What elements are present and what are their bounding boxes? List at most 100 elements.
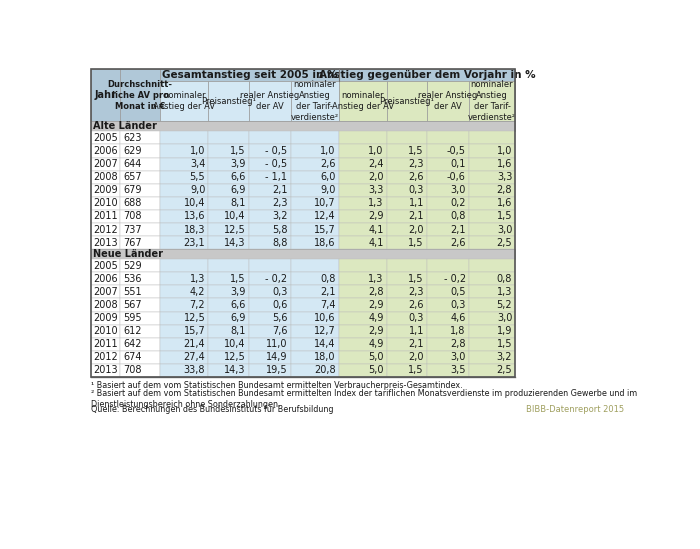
Bar: [427, 236, 469, 249]
Bar: [469, 324, 515, 338]
Text: 1,5: 1,5: [230, 146, 246, 156]
Bar: [209, 311, 248, 324]
Bar: [427, 144, 469, 158]
Text: 2,9: 2,9: [368, 211, 384, 221]
Text: 0,3: 0,3: [409, 185, 424, 195]
Bar: [290, 81, 339, 121]
Text: 1,3: 1,3: [190, 274, 205, 284]
Text: 2,9: 2,9: [368, 326, 384, 336]
Bar: [386, 299, 427, 311]
Text: 536: 536: [123, 274, 141, 284]
Bar: [339, 364, 386, 377]
Bar: [248, 81, 290, 121]
Bar: [248, 131, 290, 144]
Text: 1,3: 1,3: [368, 274, 384, 284]
Text: 12,5: 12,5: [183, 313, 205, 323]
Bar: [339, 351, 386, 364]
Text: 629: 629: [123, 146, 141, 156]
Text: 2,3: 2,3: [408, 287, 424, 297]
Bar: [160, 351, 209, 364]
Text: 11,0: 11,0: [266, 339, 288, 349]
Bar: [469, 259, 515, 272]
Bar: [90, 184, 120, 197]
Bar: [248, 158, 290, 171]
Text: 3,0: 3,0: [497, 225, 512, 234]
Text: 10,6: 10,6: [314, 313, 335, 323]
Bar: [469, 236, 515, 249]
Text: 1,6: 1,6: [497, 198, 512, 208]
Text: 21,4: 21,4: [183, 339, 205, 349]
Bar: [290, 144, 339, 158]
Text: 595: 595: [123, 313, 142, 323]
Text: 551: 551: [123, 287, 142, 297]
Bar: [209, 223, 248, 236]
Bar: [209, 259, 248, 272]
Bar: [248, 338, 290, 351]
Bar: [386, 81, 427, 121]
Bar: [469, 144, 515, 158]
Text: 18,6: 18,6: [314, 238, 335, 248]
Bar: [339, 338, 386, 351]
Bar: [339, 184, 386, 197]
Bar: [386, 259, 427, 272]
Bar: [248, 144, 290, 158]
Text: Preisanstieg¹: Preisanstieg¹: [379, 97, 434, 106]
Bar: [90, 131, 120, 144]
Bar: [120, 338, 160, 351]
Text: 6,0: 6,0: [320, 172, 335, 182]
Text: 2,6: 2,6: [320, 159, 335, 169]
Text: 2,3: 2,3: [272, 198, 288, 208]
Bar: [386, 236, 427, 249]
Text: 2,0: 2,0: [408, 225, 424, 234]
Text: 2,5: 2,5: [496, 366, 512, 376]
Text: 3,2: 3,2: [497, 352, 512, 362]
Text: 0,1: 0,1: [450, 159, 466, 169]
Text: 0,3: 0,3: [272, 287, 288, 297]
Text: BIBB-Datenreport 2015: BIBB-Datenreport 2015: [526, 405, 624, 414]
Bar: [160, 184, 209, 197]
Text: 12,4: 12,4: [314, 211, 335, 221]
Bar: [209, 364, 248, 377]
Bar: [339, 311, 386, 324]
Bar: [339, 171, 386, 184]
Text: 2,0: 2,0: [408, 352, 424, 362]
Text: 3,3: 3,3: [368, 185, 384, 195]
Bar: [290, 324, 339, 338]
Bar: [427, 223, 469, 236]
Bar: [386, 272, 427, 285]
Bar: [209, 285, 248, 299]
Text: 1,9: 1,9: [497, 326, 512, 336]
Text: 2011: 2011: [93, 339, 118, 349]
Text: 623: 623: [123, 133, 141, 143]
Bar: [469, 158, 515, 171]
Bar: [427, 210, 469, 223]
Text: 27,4: 27,4: [183, 352, 205, 362]
Bar: [427, 364, 469, 377]
Text: - 0,5: - 0,5: [265, 159, 288, 169]
Bar: [120, 259, 160, 272]
Text: 5,2: 5,2: [496, 300, 512, 310]
Bar: [427, 311, 469, 324]
Bar: [290, 131, 339, 144]
Text: 1,5: 1,5: [230, 274, 246, 284]
Bar: [386, 338, 427, 351]
Bar: [90, 121, 515, 131]
Text: 4,6: 4,6: [450, 313, 466, 323]
Text: 2,3: 2,3: [408, 159, 424, 169]
Text: 4,1: 4,1: [368, 225, 384, 234]
Bar: [427, 324, 469, 338]
Text: 3,5: 3,5: [450, 366, 466, 376]
Text: 0,3: 0,3: [409, 313, 424, 323]
Bar: [248, 311, 290, 324]
Text: Preisanstieg¹: Preisanstieg¹: [201, 97, 256, 106]
Text: 644: 644: [123, 159, 141, 169]
Bar: [120, 223, 160, 236]
Bar: [209, 184, 248, 197]
Text: 9,0: 9,0: [320, 185, 335, 195]
Text: 5,0: 5,0: [368, 366, 384, 376]
Bar: [386, 144, 427, 158]
Bar: [90, 324, 120, 338]
Bar: [90, 249, 515, 259]
Bar: [339, 223, 386, 236]
Bar: [469, 81, 515, 121]
